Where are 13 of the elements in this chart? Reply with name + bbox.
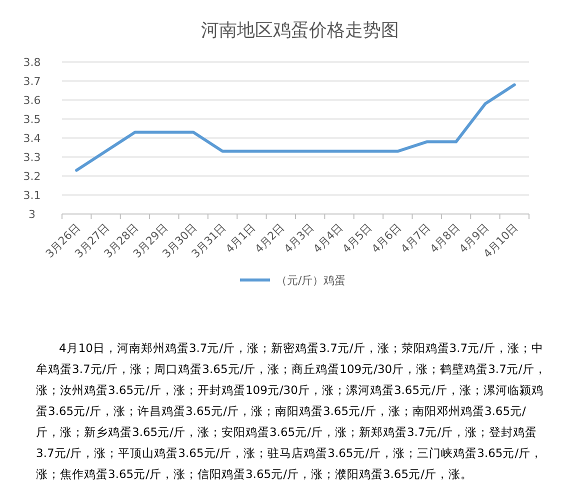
title: 河南地区鸡蛋价格走势图 — [201, 20, 399, 41]
y-tick-label: 3 — [28, 208, 36, 221]
y-tick-label: 3.6 — [23, 94, 41, 107]
y-tick-label: 3.3 — [23, 151, 41, 164]
y-tick-label: 3.1 — [23, 189, 41, 202]
y-tick-label: 3.7 — [23, 75, 41, 88]
line-series — [75, 83, 516, 172]
legend-label: （元/斤）鸡蛋 — [276, 274, 346, 287]
text: 4月10日，河南郑州鸡蛋3.7元/斤，涨；新密鸡蛋3.7元/斤，涨；荥阳鸡蛋3.7元/斤，涨；中牟鸡蛋3.7元/斤，涨；周口鸡蛋3.65元/斤，涨；商丘鸡蛋109元/30斤，涨；鹤壁鸡蛋3.7元/斤，涨；汝州鸡蛋3.65元/斤，涨；开封鸡蛋109元/30斤，涨；漯河鸡蛋3.65元/斤，涨；漯河临颍鸡蛋3.65元/斤，涨；许昌鸡蛋3.65元/斤，涨；南阳鸡蛋3.65元/斤，涨；南阳邓州鸡蛋3.65元/斤，涨；新乡鸡蛋3.65元/斤，涨；安阳鸡蛋3.65元/斤，涨；新郑鸡蛋3.7元/斤，涨；登封鸡蛋3.7元/斤，涨；平顶山鸡蛋3.65元/斤，涨；驻马店鸡蛋3.65元/斤，涨；三门峡鸡蛋3.65元/斤，涨；焦作鸡蛋3.65元/斤，涨；信阳鸡蛋3.65元/斤，涨；濮阳鸡蛋3.65元/斤，涨。 — [36, 340, 548, 483]
y-tick-label: 3.8 — [23, 56, 41, 69]
y-tick-label: 3.5 — [23, 113, 41, 126]
y-tick-label: 3.2 — [23, 170, 41, 183]
y-tick-label: 3.4 — [23, 132, 41, 145]
